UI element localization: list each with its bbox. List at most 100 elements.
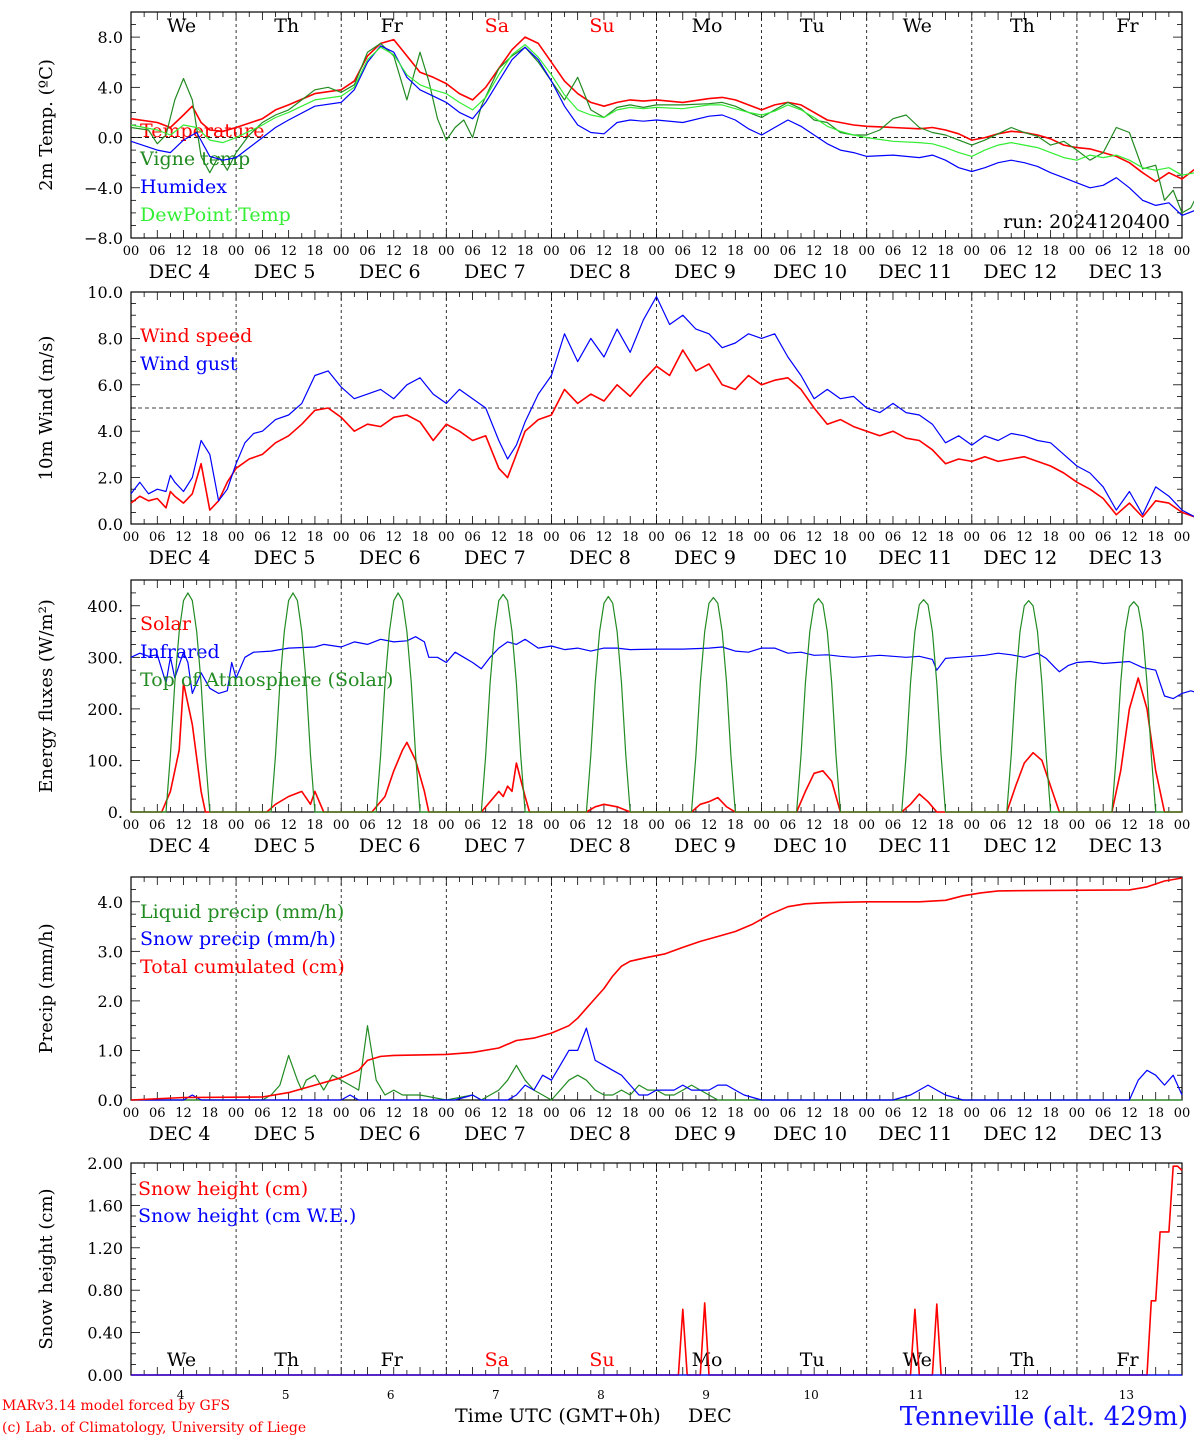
hour-label: 06 bbox=[359, 818, 376, 833]
hour-label: 18 bbox=[1042, 1106, 1059, 1121]
series-line-solar bbox=[131, 677, 1182, 813]
date-label: DEC 10 bbox=[773, 835, 847, 857]
run-annotation: run: 2024120400 bbox=[1003, 211, 1170, 233]
hour-label: 12 bbox=[491, 1106, 508, 1121]
hour-label: 06 bbox=[990, 818, 1007, 833]
hour-label: 18 bbox=[1147, 244, 1164, 259]
hour-label: 18 bbox=[622, 818, 639, 833]
hour-label: 00 bbox=[1069, 1106, 1086, 1121]
hour-label: 18 bbox=[832, 818, 849, 833]
hour-label: 00 bbox=[438, 818, 455, 833]
hour-label: 18 bbox=[1147, 1106, 1164, 1121]
legend-entry: Snow height (cm) bbox=[138, 1178, 308, 1200]
hour-label: 12 bbox=[1016, 244, 1033, 259]
day-name-label: We bbox=[167, 1349, 196, 1371]
hour-label: 18 bbox=[727, 530, 744, 545]
date-label: DEC 7 bbox=[464, 835, 526, 857]
hour-label: 00 bbox=[543, 818, 560, 833]
hour-label: 00 bbox=[858, 818, 875, 833]
hour-label: 12 bbox=[701, 530, 718, 545]
hour-label: 06 bbox=[464, 244, 481, 259]
day-name-label: Tu bbox=[800, 1349, 825, 1371]
hour-label: 18 bbox=[307, 244, 324, 259]
hour-label: 18 bbox=[1042, 244, 1059, 259]
date-label: DEC 12 bbox=[983, 835, 1057, 857]
series-line-humidex bbox=[130, 45, 1194, 216]
series-line-wind-gust bbox=[130, 296, 1194, 518]
hour-label: 00 bbox=[648, 530, 665, 545]
hour-label: 06 bbox=[569, 818, 586, 833]
hour-label: 00 bbox=[1069, 244, 1086, 259]
date-label: DEC 12 bbox=[983, 547, 1057, 569]
y-tick-label: −4.0 bbox=[84, 179, 123, 198]
hour-label: 18 bbox=[937, 1106, 954, 1121]
hour-label: 06 bbox=[990, 244, 1007, 259]
hour-label: 18 bbox=[622, 244, 639, 259]
hour-label: 06 bbox=[569, 530, 586, 545]
series-line-total-cumulated-cm- bbox=[130, 877, 1183, 1101]
hour-label: 18 bbox=[412, 244, 429, 259]
date-label: DEC 9 bbox=[674, 261, 736, 283]
hour-label: 00 bbox=[964, 530, 981, 545]
day-name-label: Fr bbox=[1116, 1349, 1139, 1371]
hour-label: 12 bbox=[701, 1106, 718, 1121]
hour-label: 00 bbox=[1069, 530, 1086, 545]
y-tick-label: 0.0 bbox=[98, 1091, 123, 1110]
date-label: DEC 8 bbox=[569, 1123, 631, 1145]
model-credit: MARv3.14 model forced by GFS bbox=[2, 1398, 231, 1414]
y-tick-label: 0. bbox=[108, 803, 123, 822]
y-axis-label: Snow height (cm) bbox=[36, 1188, 57, 1349]
hour-label: 12 bbox=[385, 244, 402, 259]
legend-entry: Vigne temp bbox=[139, 148, 250, 170]
hour-label: 06 bbox=[359, 244, 376, 259]
date-label: DEC 11 bbox=[878, 1123, 952, 1145]
hour-label: 00 bbox=[1174, 530, 1191, 545]
hour-label: 18 bbox=[1042, 530, 1059, 545]
y-tick-label: 0.40 bbox=[87, 1324, 123, 1343]
date-label: DEC 5 bbox=[254, 261, 316, 283]
hour-label: 00 bbox=[228, 244, 245, 259]
date-label: DEC 11 bbox=[878, 835, 952, 857]
hour-label: 12 bbox=[806, 1106, 823, 1121]
hour-label: 12 bbox=[596, 1106, 613, 1121]
hour-label: 06 bbox=[359, 530, 376, 545]
y-tick-label: 300. bbox=[87, 648, 123, 667]
hour-label: 18 bbox=[517, 244, 534, 259]
date-label: DEC 6 bbox=[359, 835, 421, 857]
y-tick-label: 400. bbox=[87, 597, 123, 616]
date-label: DEC 11 bbox=[878, 261, 952, 283]
hour-label: 00 bbox=[123, 1106, 140, 1121]
day-name-label: We bbox=[167, 15, 196, 37]
hour-label: 06 bbox=[1095, 1106, 1112, 1121]
hour-label: 12 bbox=[385, 818, 402, 833]
hour-label: 00 bbox=[543, 530, 560, 545]
hour-label: 00 bbox=[438, 1106, 455, 1121]
y-tick-label: 0.0 bbox=[98, 129, 123, 148]
hour-label: 06 bbox=[885, 530, 902, 545]
hour-label: 18 bbox=[937, 818, 954, 833]
y-tick-label: 1.0 bbox=[98, 1041, 123, 1060]
hour-label: 00 bbox=[1174, 244, 1191, 259]
hour-label: 06 bbox=[569, 1106, 586, 1121]
date-label: DEC 13 bbox=[1089, 261, 1163, 283]
y-tick-label: 0.0 bbox=[98, 515, 123, 534]
hour-label: 18 bbox=[1147, 530, 1164, 545]
y-tick-label: 2.0 bbox=[98, 992, 123, 1011]
hour-label: 06 bbox=[780, 1106, 797, 1121]
y-tick-label: 3.0 bbox=[98, 942, 123, 961]
day-name-label: Mo bbox=[692, 15, 723, 37]
date-label: DEC 7 bbox=[464, 1123, 526, 1145]
hour-label: 12 bbox=[1121, 244, 1138, 259]
hour-label: 06 bbox=[254, 818, 271, 833]
hour-label: 00 bbox=[123, 244, 140, 259]
hour-label: 06 bbox=[464, 1106, 481, 1121]
hour-label: 06 bbox=[149, 244, 166, 259]
day-name-label: Fr bbox=[1116, 15, 1139, 37]
day-name-label: Sa bbox=[485, 15, 509, 37]
hour-label: 00 bbox=[333, 530, 350, 545]
hour-label: 18 bbox=[832, 1106, 849, 1121]
hour-label: 18 bbox=[727, 818, 744, 833]
hour-label: 00 bbox=[228, 1106, 245, 1121]
hour-label: 12 bbox=[806, 530, 823, 545]
hour-label: 18 bbox=[1042, 818, 1059, 833]
